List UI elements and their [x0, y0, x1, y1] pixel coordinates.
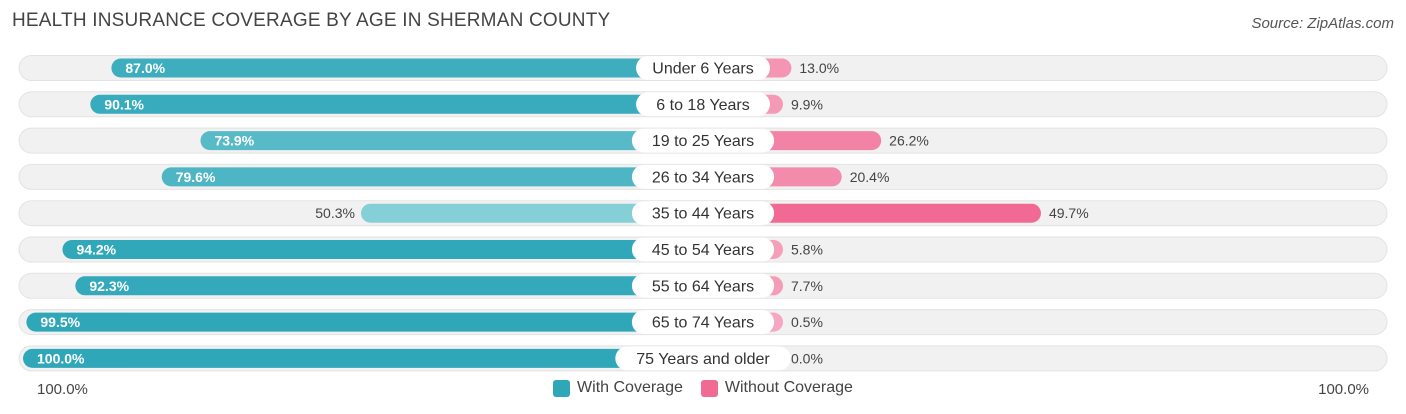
category-pill [636, 56, 770, 80]
category-pill [631, 273, 775, 298]
category-pill [631, 237, 775, 262]
value-label-without-coverage: 5.8% [791, 242, 823, 258]
axis-left-label: 100.0% [37, 381, 88, 398]
category-label: 75 Years and older [636, 351, 770, 368]
category-label: Under 6 Years [652, 61, 753, 78]
legend-swatch-with-coverage [553, 379, 571, 397]
value-label-with-coverage: 94.2% [76, 242, 116, 258]
value-label-with-coverage: 99.5% [40, 314, 80, 330]
source-label: Source: ZipAtlas.com [1251, 15, 1394, 32]
value-label-with-coverage: 79.6% [176, 169, 216, 185]
category-label: 19 to 25 Years [652, 133, 754, 150]
bar-with-coverage [360, 203, 703, 223]
value-label-without-coverage: 49.7% [1049, 205, 1089, 221]
category-pill [631, 164, 775, 189]
value-label-with-coverage: 87.0% [125, 60, 165, 76]
legend-item-with-coverage[interactable]: With Coverage [553, 379, 683, 397]
legend-label-without-coverage: Without Coverage [724, 379, 853, 396]
category-label: 6 to 18 Years [656, 97, 749, 114]
category-label: 26 to 34 Years [652, 169, 754, 186]
value-label-without-coverage: 0.0% [791, 350, 823, 366]
legend-label-with-coverage: With Coverage [577, 379, 683, 396]
value-label-without-coverage: 13.0% [799, 60, 839, 76]
legend-item-without-coverage[interactable]: Without Coverage [700, 379, 853, 397]
value-label-with-coverage: 73.9% [214, 133, 254, 149]
bar-with-coverage [62, 240, 703, 259]
bar-with-coverage [23, 348, 703, 368]
value-label-without-coverage: 26.2% [889, 133, 929, 149]
value-label-with-coverage: 50.3% [315, 205, 355, 221]
value-label-without-coverage: 9.9% [791, 96, 823, 112]
value-label-with-coverage: 100.0% [37, 350, 85, 366]
value-label-with-coverage: 90.1% [104, 96, 144, 112]
legend: With Coverage Without Coverage [0, 379, 1406, 397]
chart-title: HEALTH INSURANCE COVERAGE BY AGE IN SHER… [12, 10, 611, 31]
category-pill [631, 310, 775, 335]
category-label: 65 to 74 Years [652, 315, 754, 332]
bar-with-coverage [90, 94, 703, 114]
bar-with-coverage [26, 312, 703, 332]
axis-right-label: 100.0% [1318, 381, 1369, 398]
category-pill [631, 201, 775, 226]
category-pill [636, 92, 770, 117]
category-label: 35 to 44 Years [652, 206, 754, 223]
legend-swatch-without-coverage [700, 379, 718, 397]
bar-with-coverage [75, 276, 704, 296]
bar-with-coverage [111, 58, 703, 78]
category-pill [631, 128, 775, 153]
value-label-without-coverage: 20.4% [850, 169, 890, 185]
category-label: 55 to 64 Years [652, 278, 754, 295]
bar-with-coverage [161, 167, 704, 187]
bar-with-coverage [200, 131, 704, 151]
bar-without-coverage [703, 203, 1041, 223]
category-pill [615, 346, 791, 371]
category-label: 45 to 54 Years [652, 242, 754, 259]
value-label-with-coverage: 92.3% [89, 278, 129, 294]
value-label-without-coverage: 0.5% [791, 314, 823, 330]
value-label-without-coverage: 7.7% [791, 278, 823, 294]
